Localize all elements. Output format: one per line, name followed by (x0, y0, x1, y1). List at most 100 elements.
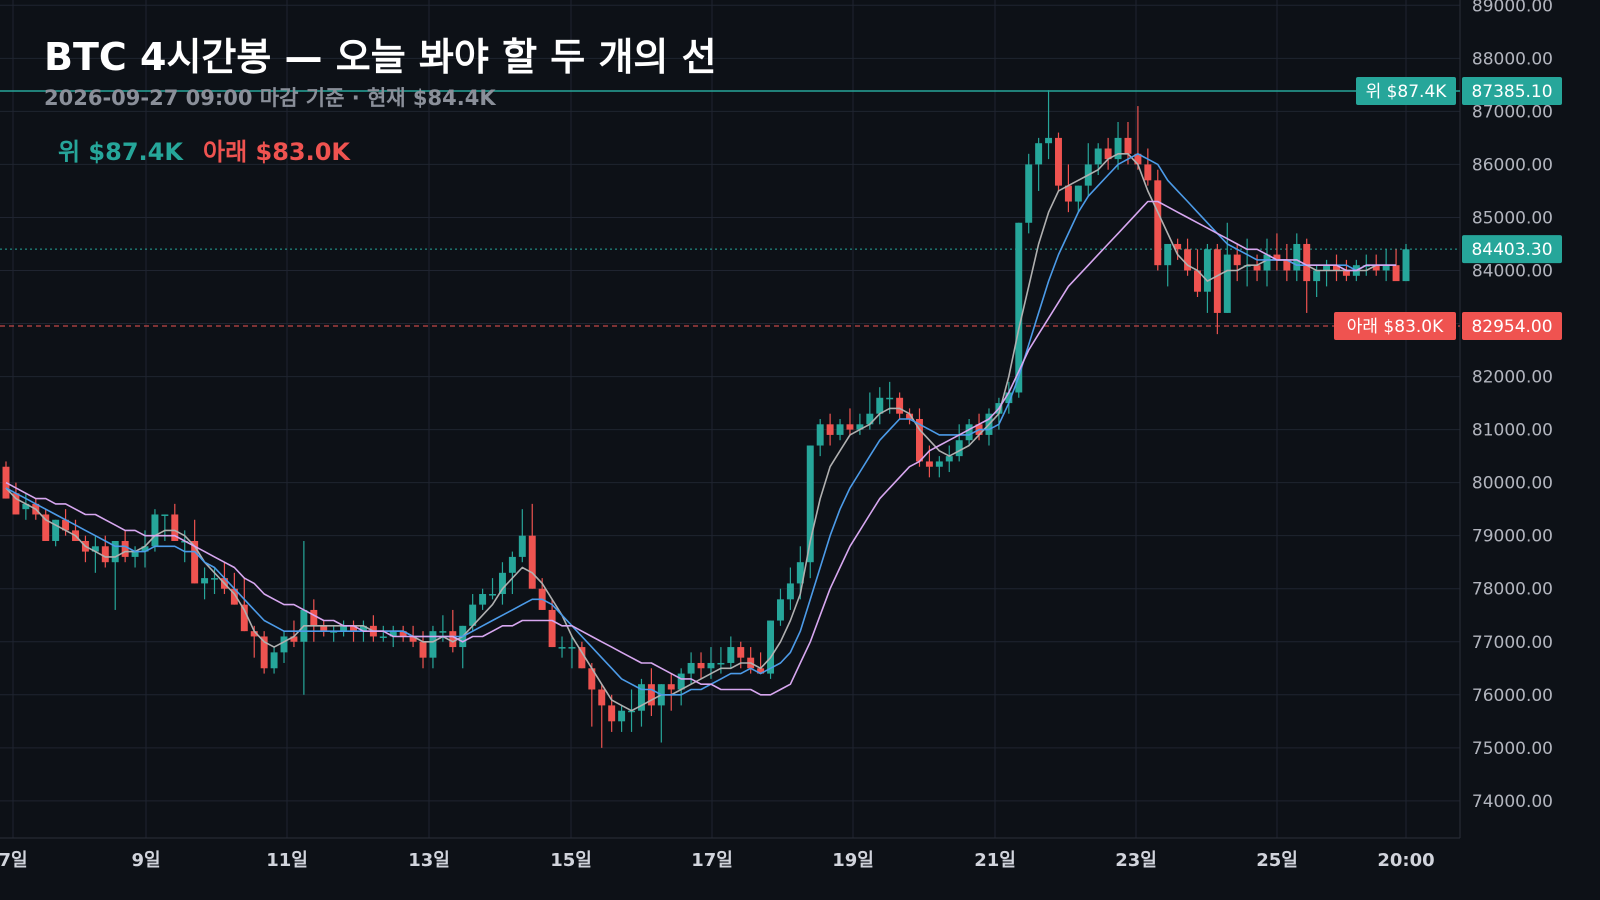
candle-body (399, 631, 407, 637)
candle-body (1055, 137, 1062, 186)
ma-line-1 (5, 153, 1397, 712)
candle-body (439, 631, 447, 633)
x-tick-label: 21일 (974, 850, 1016, 871)
y-tick-label: 75000.00 (1472, 739, 1553, 759)
candle-body (22, 503, 30, 510)
x-tick-label: 7일 (0, 850, 28, 871)
candle-body (12, 493, 20, 515)
candle-body (518, 535, 526, 557)
candle-body (796, 562, 804, 584)
candle-body (548, 609, 556, 648)
candle-body (1263, 254, 1271, 271)
candle-body (1392, 265, 1400, 282)
candle-body (1064, 185, 1072, 202)
candle-body (389, 631, 397, 637)
y-tick-label: 78000.00 (1472, 580, 1553, 600)
legend-lower-level: 아래 $83.0K (203, 138, 351, 166)
candle-body (1283, 259, 1291, 271)
candle-body (469, 604, 477, 626)
level-tag-upper (1356, 76, 1456, 105)
candle-body (409, 636, 417, 642)
candle-body (916, 419, 923, 462)
candle-body (171, 514, 179, 541)
chart-subtitle: 2026-09-27 09:00 마감 기준 · 현재 $84.4K (44, 86, 496, 110)
candle-body (52, 519, 60, 541)
y-tick-label: 80000.00 (1472, 474, 1553, 494)
candle-body (697, 662, 705, 669)
candle-body (1164, 243, 1172, 266)
candle-body (359, 625, 367, 632)
candle-body (568, 647, 576, 649)
candle-body (270, 652, 278, 669)
grid (0, 0, 1460, 838)
candle-body (141, 546, 149, 552)
candle-body (717, 662, 725, 665)
level-tag-lower (1334, 311, 1456, 340)
candle-body (1025, 164, 1033, 223)
candle-body (806, 445, 814, 563)
candle-body (1382, 265, 1390, 271)
ma-line-3 (5, 200, 1397, 696)
ma-line-2 (5, 153, 1397, 696)
candle-body (1253, 265, 1261, 271)
candle-body (925, 461, 933, 467)
candle-body (250, 631, 258, 637)
candle-body (727, 647, 735, 663)
candle-body (707, 662, 715, 669)
level-tag-label-lower: 아래 $83.0K (1347, 317, 1444, 337)
x-tick-label: 19일 (832, 850, 874, 871)
price-tag-label-current: 84403.30 (1471, 240, 1552, 260)
candle-body (62, 519, 70, 531)
y-tick-label: 76000.00 (1472, 686, 1553, 706)
candle-body (776, 599, 784, 621)
candle-body (588, 668, 596, 690)
x-tick-label: 17일 (691, 850, 733, 871)
candle-body (340, 625, 348, 632)
candle-body (1273, 254, 1281, 260)
candle-body (896, 397, 904, 414)
candle-body (876, 397, 884, 414)
candle-body (1194, 270, 1201, 292)
candle-body (1114, 137, 1122, 160)
price-axis-background (1460, 0, 1600, 900)
candle-body (786, 583, 794, 600)
chart-title: BTC 4시간봉 — 오늘 봐야 할 두 개의 선 (44, 35, 717, 79)
candle-body (558, 647, 566, 649)
y-tick-label: 87000.00 (1472, 102, 1553, 122)
candle-body (379, 636, 387, 638)
candle-body (618, 710, 626, 722)
candle-body (1293, 243, 1301, 271)
candle-body (1074, 185, 1082, 202)
y-tick-label: 82000.00 (1472, 368, 1553, 388)
x-tick-label: 11일 (266, 850, 308, 871)
candle-body (1045, 137, 1053, 144)
candle-body (1203, 249, 1211, 292)
candle-body (1303, 243, 1311, 282)
candle-body (667, 684, 675, 690)
x-tick-label: 13일 (408, 850, 450, 871)
candle-body (1124, 137, 1132, 154)
price-tag-label-lower: 82954.00 (1471, 317, 1552, 337)
candle-body (121, 540, 129, 557)
candle-body (1223, 254, 1231, 313)
candle-body (211, 578, 218, 580)
candle-body (757, 668, 765, 674)
candle-body (201, 578, 209, 584)
candle-body (1104, 148, 1112, 160)
candle-body (419, 641, 427, 658)
x-tick-label: 20:00 (1377, 850, 1434, 871)
candle-body (608, 705, 616, 722)
candle-body (1323, 265, 1331, 271)
candle-body (101, 546, 109, 563)
candle-body (508, 556, 516, 573)
candle-body (1313, 270, 1321, 282)
x-tick-label: 25일 (1256, 850, 1298, 871)
candle-body (111, 540, 119, 563)
candle-body (836, 424, 844, 435)
candle-body (161, 514, 169, 516)
candle-body (647, 684, 655, 706)
candle-body (737, 647, 745, 658)
price-tag-current (1462, 235, 1562, 264)
